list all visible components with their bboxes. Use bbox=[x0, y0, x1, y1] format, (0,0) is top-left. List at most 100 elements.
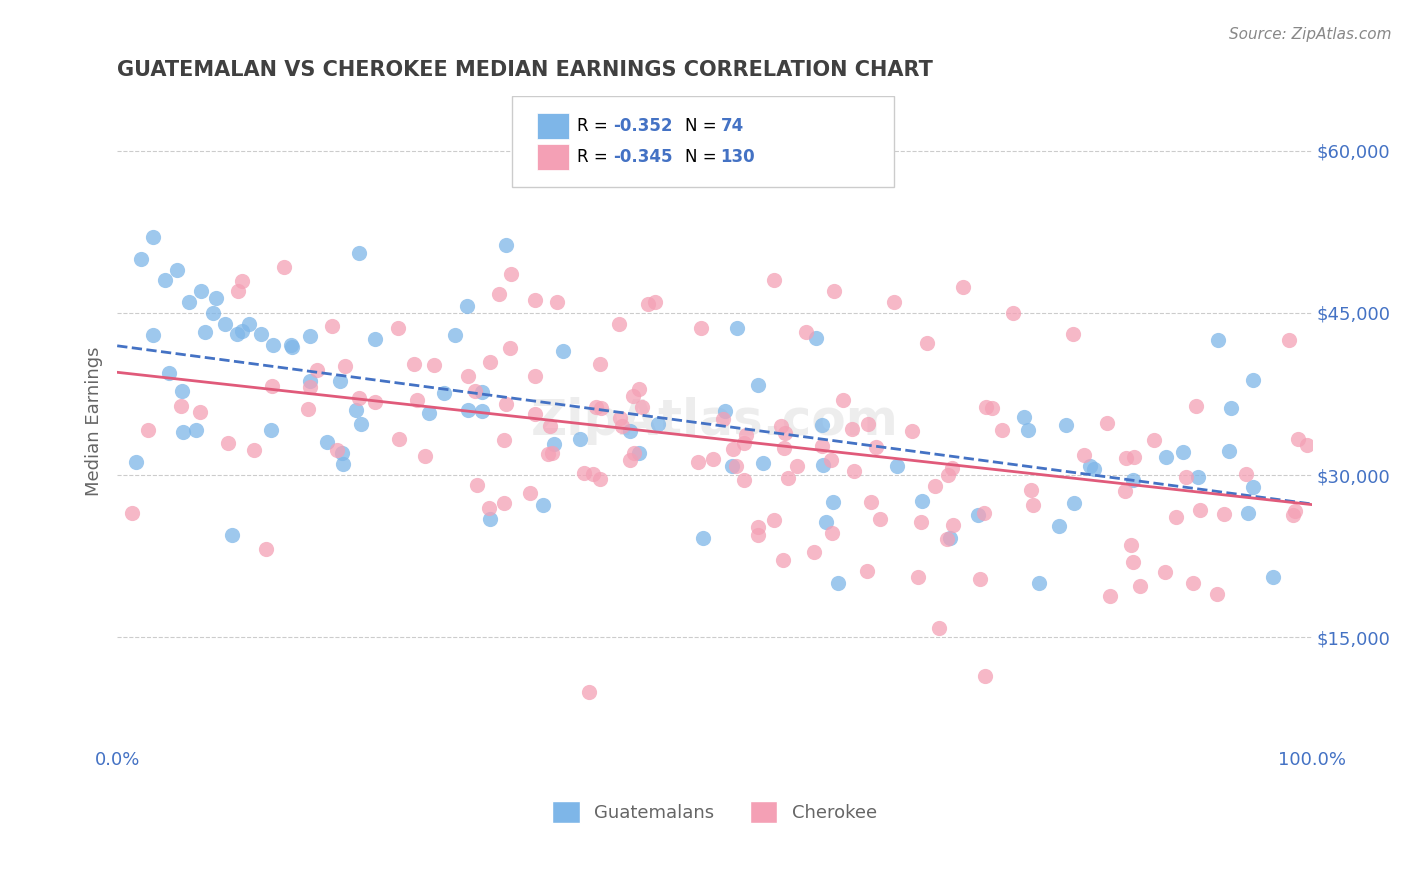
Point bbox=[1028, 576, 1050, 591]
Point bbox=[786, 458, 808, 473]
Point bbox=[907, 570, 929, 584]
Point bbox=[259, 423, 281, 437]
Legend: Guatemalans, Cherokee: Guatemalans, Cherokee bbox=[546, 794, 884, 830]
Point bbox=[524, 407, 547, 421]
Point bbox=[936, 468, 959, 483]
Point bbox=[543, 437, 565, 451]
Point bbox=[733, 473, 755, 487]
Point bbox=[980, 401, 1002, 416]
Point bbox=[494, 496, 516, 510]
Point bbox=[1083, 462, 1105, 476]
Point bbox=[1063, 495, 1085, 509]
Point bbox=[1261, 570, 1284, 584]
Point bbox=[827, 576, 849, 591]
Point bbox=[415, 449, 437, 463]
Point bbox=[619, 425, 641, 439]
Point bbox=[1175, 470, 1198, 484]
Point bbox=[495, 397, 517, 411]
Point bbox=[1098, 589, 1121, 603]
Point bbox=[321, 318, 343, 333]
Point bbox=[541, 446, 564, 460]
Point bbox=[479, 511, 502, 525]
Point bbox=[260, 379, 283, 393]
Point bbox=[776, 470, 799, 484]
Point bbox=[499, 341, 522, 355]
Point bbox=[831, 393, 853, 408]
Point bbox=[262, 338, 284, 352]
Point bbox=[1181, 576, 1204, 591]
Point bbox=[387, 320, 409, 334]
Point bbox=[939, 531, 962, 545]
Point bbox=[142, 328, 165, 343]
Point bbox=[1073, 448, 1095, 462]
Point bbox=[273, 260, 295, 275]
Point bbox=[299, 380, 322, 394]
Point bbox=[423, 358, 446, 372]
Point bbox=[1189, 503, 1212, 517]
Point bbox=[136, 423, 159, 437]
Point bbox=[1153, 565, 1175, 579]
Point bbox=[124, 455, 146, 469]
Point bbox=[612, 418, 634, 433]
Point bbox=[457, 403, 479, 417]
Point bbox=[231, 324, 253, 338]
Point bbox=[1281, 508, 1303, 522]
Point bbox=[702, 451, 724, 466]
Point bbox=[692, 531, 714, 545]
Point bbox=[225, 327, 247, 342]
FancyBboxPatch shape bbox=[537, 144, 569, 169]
Point bbox=[936, 532, 959, 546]
Text: -0.352: -0.352 bbox=[613, 118, 672, 136]
Point bbox=[231, 274, 253, 288]
Point bbox=[1114, 484, 1136, 499]
Point bbox=[214, 317, 236, 331]
Point bbox=[714, 403, 737, 417]
Point bbox=[865, 440, 887, 454]
Point bbox=[841, 422, 863, 436]
Point bbox=[238, 317, 260, 331]
Point bbox=[1129, 579, 1152, 593]
Point bbox=[924, 479, 946, 493]
Point bbox=[129, 252, 152, 266]
Point bbox=[188, 405, 211, 419]
Point bbox=[177, 295, 200, 310]
Point bbox=[811, 418, 834, 433]
Point bbox=[773, 425, 796, 440]
Point bbox=[1119, 538, 1142, 552]
Point bbox=[478, 355, 501, 369]
Point bbox=[772, 553, 794, 567]
Point bbox=[1156, 450, 1178, 464]
Point bbox=[531, 498, 554, 512]
Point bbox=[1295, 438, 1317, 452]
Point bbox=[647, 417, 669, 432]
Point bbox=[471, 404, 494, 418]
Point bbox=[170, 399, 193, 413]
Point bbox=[538, 418, 561, 433]
Point bbox=[869, 512, 891, 526]
Text: N =: N = bbox=[685, 148, 721, 166]
Point bbox=[553, 343, 575, 358]
Text: 74: 74 bbox=[721, 118, 744, 136]
Point bbox=[1019, 483, 1042, 497]
Point bbox=[1115, 450, 1137, 465]
Point bbox=[711, 412, 734, 426]
Point bbox=[457, 369, 479, 384]
Point bbox=[886, 458, 908, 473]
FancyBboxPatch shape bbox=[537, 113, 569, 139]
Point bbox=[1206, 333, 1229, 347]
Text: R =: R = bbox=[578, 118, 613, 136]
Point bbox=[974, 669, 997, 683]
Point bbox=[172, 425, 194, 439]
Point bbox=[589, 401, 612, 415]
Point bbox=[364, 395, 387, 409]
Point bbox=[464, 384, 486, 399]
Point bbox=[856, 565, 879, 579]
Point bbox=[721, 442, 744, 457]
Point bbox=[1047, 518, 1070, 533]
Point bbox=[1218, 443, 1240, 458]
Point bbox=[204, 291, 226, 305]
Point bbox=[820, 453, 842, 467]
Point bbox=[1017, 423, 1039, 437]
Point bbox=[1021, 498, 1043, 512]
Text: -0.345: -0.345 bbox=[613, 148, 672, 166]
